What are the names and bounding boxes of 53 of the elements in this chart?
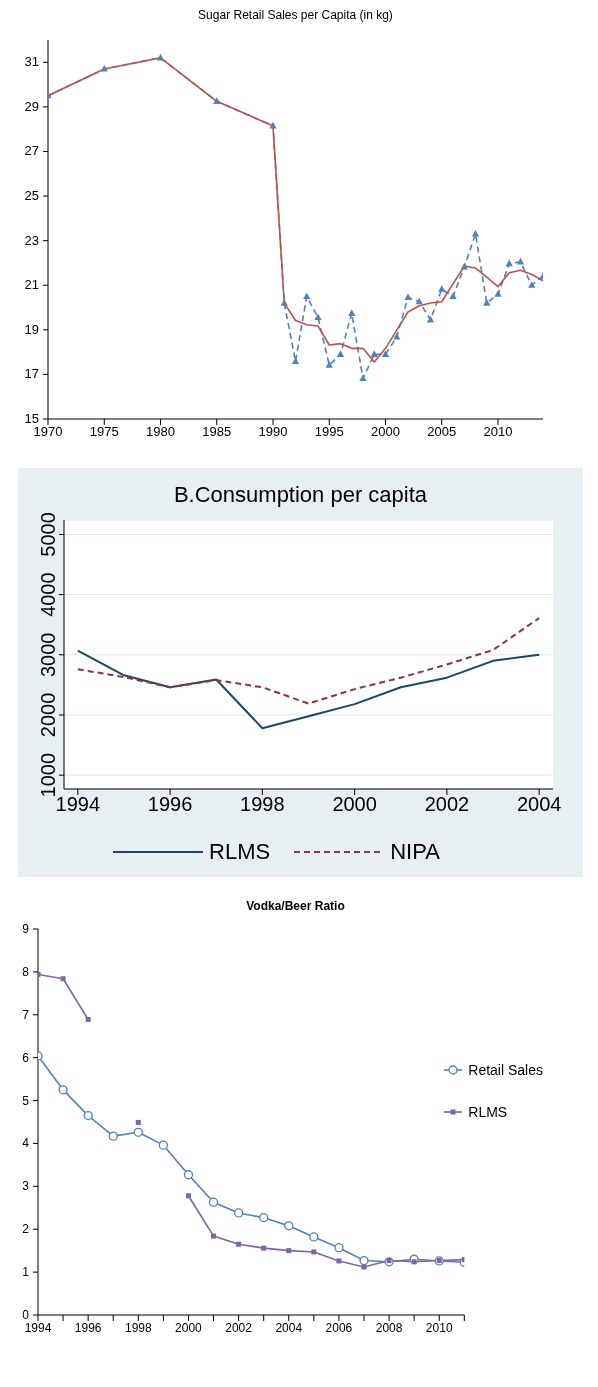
legend-label: NIPA <box>390 839 440 865</box>
x-tick-label: 2002 <box>424 793 470 816</box>
x-tick-label: 1994 <box>24 1320 52 1335</box>
x-tick-label: 1996 <box>74 1320 102 1335</box>
x-tick-label: 1995 <box>314 424 344 440</box>
x-tick-label: 2000 <box>175 1320 203 1335</box>
y-tick-label: 4000 <box>37 572 59 617</box>
chart-title: B.Consumption per capita <box>172 481 429 509</box>
y-tick-label: 5 <box>22 1093 30 1108</box>
y-tick-label: 2 <box>22 1222 30 1237</box>
x-tick-label: 2004 <box>516 793 562 816</box>
y-tick-label: 9 <box>22 922 30 936</box>
x-tick-label: 1998 <box>240 793 285 816</box>
y-tick-label: 25 <box>24 188 39 204</box>
y-tick-label: 7 <box>22 1007 30 1022</box>
y-tick-label: 29 <box>24 98 39 114</box>
y-tick-label: 3 <box>22 1179 30 1194</box>
x-tick-label: 2010 <box>425 1320 453 1335</box>
x-tick-label: 1980 <box>146 424 175 440</box>
y-tick-label: 31 <box>24 54 39 70</box>
y-tick-label: 15 <box>24 411 39 426</box>
y-tick-label: 0 <box>22 1308 30 1322</box>
x-tick-label: 1985 <box>202 424 232 440</box>
x-tick-label: 1990 <box>258 424 288 440</box>
y-tick-label: 8 <box>22 964 30 979</box>
y-tick-label: 23 <box>24 232 39 248</box>
x-tick-label: 1975 <box>89 424 119 440</box>
y-tick-label: 1 <box>22 1265 30 1280</box>
y-tick-label: 5000 <box>37 512 59 557</box>
y-tick-label: 2000 <box>37 692 59 738</box>
x-tick-label: 2000 <box>371 424 400 440</box>
x-tick-label: 2006 <box>325 1320 353 1335</box>
y-tick-label: 4 <box>22 1136 30 1151</box>
y-tick-label: 19 <box>24 321 39 337</box>
y-tick-label: 27 <box>24 143 39 159</box>
x-tick-label: 2002 <box>225 1320 253 1335</box>
legend-label: Retail Sales <box>468 1062 543 1078</box>
x-tick-label: 1996 <box>147 793 193 816</box>
x-tick-label: 2010 <box>483 424 513 440</box>
chart-title: Vodka/Beer Ratio <box>245 899 346 915</box>
chart-title: Sugar Retail Sales per Capita (in kg) <box>197 8 394 24</box>
y-tick-label: 3000 <box>37 632 59 678</box>
x-tick-label: 2005 <box>427 424 457 440</box>
x-tick-label: 1998 <box>124 1320 152 1335</box>
x-tick-label: 2000 <box>332 793 377 816</box>
x-tick-label: 2008 <box>375 1320 403 1335</box>
legend-label: RLMS <box>468 1104 508 1120</box>
y-tick-label: 21 <box>24 277 39 293</box>
legend-label: RLMS <box>209 839 271 865</box>
y-tick-label: 17 <box>24 366 39 382</box>
y-tick-label: 6 <box>22 1050 30 1065</box>
x-tick-label: 1970 <box>33 424 63 440</box>
x-tick-label: 2004 <box>275 1320 303 1335</box>
